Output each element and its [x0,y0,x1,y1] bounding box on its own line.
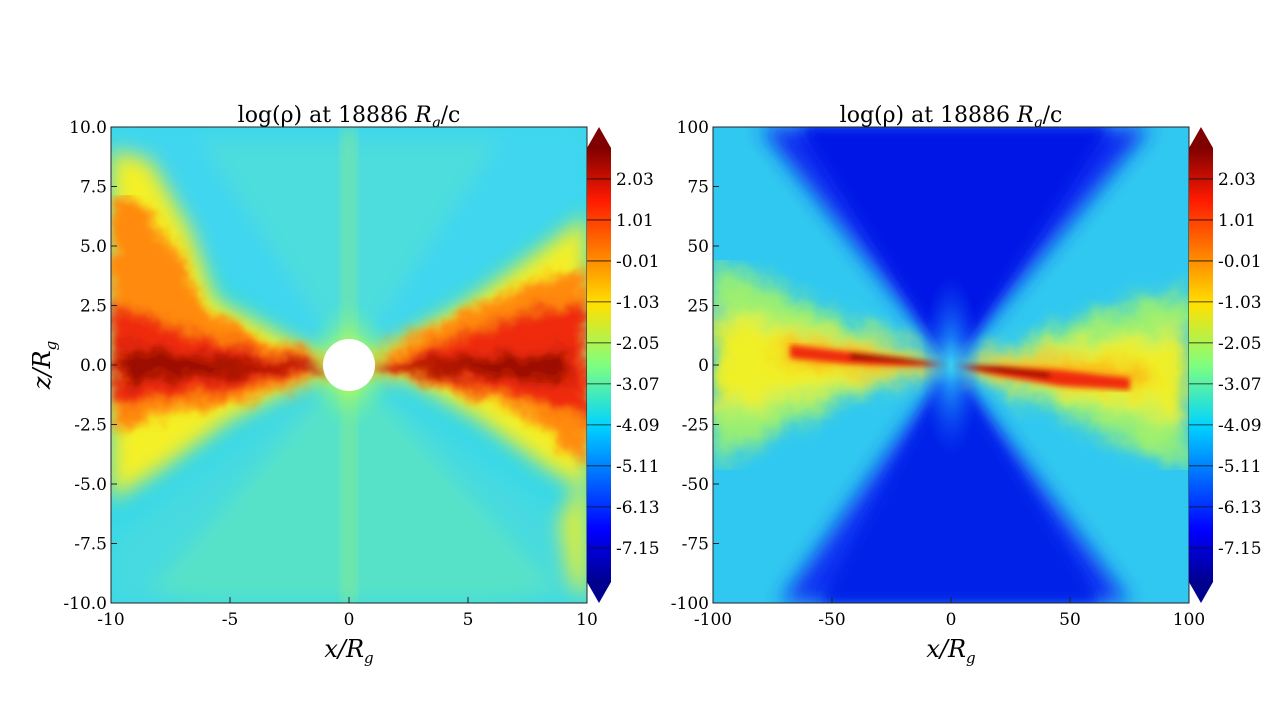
colorbar-tick-label: -5.11 [616,457,660,477]
right-x-axis: -100 -50 0 50 100 [694,597,1205,630]
x-tick-label: -100 [694,610,732,630]
y-tick-label: -7.5 [74,535,107,555]
left-y-axis: 10.0 7.5 5.0 2.5 0.0 -2.5 -5.0 -7.5 -10.0 [63,118,117,614]
colorbar-tick-label: -5.11 [1218,457,1262,477]
colorbar-tick-label: -0.01 [1218,252,1262,272]
left-colorbar: 2.03 1.01 -0.01 -1.03 -2.05 -3.07 -4.09 -5.11 -6… [587,127,660,603]
y-tick-label: 7.5 [80,178,107,198]
colorbar-tick-label: -1.03 [616,293,660,313]
left-x-axis: -10 -5 0 5 10 [97,597,598,630]
left-y-axis-label: z/Rg [28,341,60,390]
colorbar-tick-label: -4.09 [616,416,660,436]
y-tick-label: -75 [682,535,709,555]
colorbar-tick-label: 2.03 [616,170,654,190]
x-tick-label: 10 [576,610,598,630]
y-tick-label: 75 [687,178,709,198]
colorbar-tick-label: -2.05 [1218,334,1262,354]
colorbar-tick-label: -1.03 [1218,293,1262,313]
x-tick-label: -10 [97,610,124,630]
y-tick-label: 25 [687,297,709,317]
y-tick-label: -25 [682,416,709,436]
y-tick-label: -2.5 [74,416,107,436]
y-tick-label: -50 [682,475,709,495]
y-tick-label: 50 [687,237,709,257]
colorbar-tick-label: 1.01 [1218,211,1256,231]
right-panel: log(ρ) at 18886 Rg/c [671,103,1262,667]
y-tick-label: -10.0 [63,594,107,614]
colorbar-tick-label: -4.09 [1218,416,1262,436]
colorbar-tick-label: -3.07 [616,375,660,395]
y-tick-label: 10.0 [69,118,107,138]
colorbar-tick-label: -7.15 [616,539,660,559]
x-tick-label: 50 [1059,610,1081,630]
x-tick-label: 0 [344,610,355,630]
x-tick-label: -50 [818,610,845,630]
right-x-axis-label: x/Rg [926,635,975,667]
x-tick-label: 100 [1173,610,1205,630]
x-tick-label: 5 [463,610,474,630]
y-tick-label: 5.0 [80,237,107,257]
y-tick-label: -5.0 [74,475,107,495]
x-tick-label: -5 [222,610,239,630]
right-y-axis: 100 75 50 25 0 -25 -50 -75 -100 [671,118,719,614]
colorbar-tick-label: -0.01 [616,252,660,272]
colorbar-tick-label: 1.01 [616,211,654,231]
y-tick-label: 2.5 [80,297,107,317]
x-tick-label: 0 [946,610,957,630]
colorbar-tick-label: 2.03 [1218,170,1256,190]
y-tick-label: 100 [677,118,709,138]
left-panel-title: log(ρ) at 18886 Rg/c [238,103,461,131]
colorbar-tick-label: -6.13 [1218,498,1262,518]
right-density-map [713,127,1189,603]
right-panel-title: log(ρ) at 18886 Rg/c [840,103,1063,131]
left-x-axis-label: x/Rg [324,635,373,667]
y-tick-label: 0.0 [80,356,107,376]
left-panel: log(ρ) at 18886 Rg/c [28,103,660,667]
colorbar-tick-label: -7.15 [1218,539,1262,559]
colorbar-tick-label: -3.07 [1218,375,1262,395]
colorbar-tick-label: -2.05 [616,334,660,354]
left-density-map [111,127,587,603]
y-tick-label: -100 [671,594,709,614]
colorbar-tick-label: -6.13 [616,498,660,518]
y-tick-label: 0 [698,356,709,376]
right-colorbar: 2.03 1.01 -0.01 -1.03 -2.05 -3.07 -4.09 -5.11 -6… [1189,127,1262,603]
central-hole [323,339,375,391]
